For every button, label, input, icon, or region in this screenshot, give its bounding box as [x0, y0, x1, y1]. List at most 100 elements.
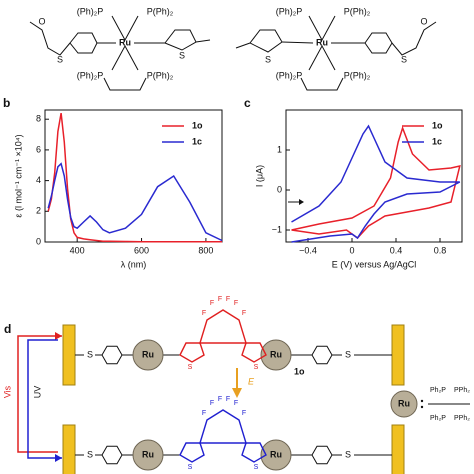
y-axis-label: I (μA)	[254, 165, 264, 187]
y-tick-label: 1	[277, 144, 282, 154]
bond	[29, 21, 71, 56]
atom-label: S	[265, 54, 271, 64]
atom-label: S	[87, 449, 93, 459]
atom-label: Ru	[316, 37, 328, 47]
arrowhead	[299, 199, 304, 205]
panel-a-labels: (Ph)₂P P(Ph)₂ Ru (Ph)₂P P(Ph)₂ S S (Ph)₂…	[38, 6, 427, 80]
gold-electrode	[391, 324, 405, 386]
colon-dot	[420, 399, 424, 403]
y-tick-label: −1	[272, 224, 282, 234]
atom-label: O	[420, 16, 427, 26]
arrowhead	[55, 332, 62, 340]
ru-ball	[132, 439, 164, 471]
y-tick-label: 2	[36, 206, 41, 216]
atom-label: F	[234, 300, 238, 307]
ru-label: Ru	[142, 349, 154, 359]
panel-label: b	[3, 96, 10, 110]
cyclopentene	[199, 409, 247, 444]
atom-label: (Ph)₂P	[276, 6, 303, 16]
bond	[308, 44, 336, 71]
bond	[111, 44, 139, 71]
x-tick-label: 600	[134, 245, 149, 255]
thiophene	[179, 442, 205, 463]
gold-electrode	[391, 424, 405, 474]
y-tick-label: 0	[277, 184, 282, 194]
ru-ball	[260, 439, 292, 471]
atom-label: F	[218, 396, 222, 403]
vis-arrow	[17, 335, 62, 453]
atom-label: F	[226, 396, 230, 403]
methyl	[195, 39, 211, 43]
atom-label: (Ph)₂P	[77, 70, 104, 80]
x-axis-label: λ (nm)	[121, 259, 147, 269]
benzene	[69, 32, 98, 54]
atom-label: Ph₂P	[430, 415, 446, 422]
bond	[308, 15, 336, 42]
ru-label: Ru	[142, 449, 154, 459]
atom-label: P(Ph)₂	[344, 70, 371, 80]
arrowhead	[55, 454, 62, 462]
legend-label: 1o	[192, 120, 203, 130]
benzene	[311, 345, 333, 365]
benzene	[101, 445, 123, 465]
y-tick-label: 0	[36, 236, 41, 246]
x-axis-label: E (V) versus Ag/AgCl	[332, 259, 417, 269]
atom-label: S	[254, 464, 259, 471]
thiophene	[179, 342, 205, 363]
x-tick-label: 0.4	[390, 245, 403, 255]
atom-label: O	[38, 16, 45, 26]
atom-label: S	[254, 364, 259, 371]
x-tick-label: 0	[349, 245, 354, 255]
bond	[103, 77, 147, 91]
ru-label: Ru	[270, 449, 282, 459]
atom-label: (Ph)₂P	[77, 6, 104, 16]
atom-label: F	[242, 310, 246, 317]
atom-label: PPh₂	[454, 415, 470, 422]
benzene	[311, 445, 333, 465]
uv-label: UV	[32, 386, 42, 399]
panel-a-structure	[29, 15, 437, 91]
atom-label: S	[57, 54, 63, 64]
atom-label: F	[242, 410, 246, 417]
bond	[391, 21, 437, 56]
x-tick-label: 0.8	[434, 245, 447, 255]
panel-label: d	[4, 322, 11, 336]
y-tick-label: 8	[36, 114, 41, 124]
colon-dot	[420, 405, 424, 409]
atom-label: Ph₂P	[430, 387, 446, 394]
atom-label: F	[202, 410, 206, 417]
thiophene	[164, 29, 197, 51]
uv-arrow	[27, 339, 62, 459]
atom-label: F	[234, 400, 238, 407]
chart: b 400 600 800 0 2 4 6 8 λ (nm) ε (l mol⁻¹ cm⁻¹ ×10…	[3, 96, 223, 269]
legend-label: 1o	[432, 120, 443, 130]
atom-label: S	[345, 349, 351, 359]
atom-label: F	[218, 296, 222, 303]
y-tick-label: 4	[36, 175, 41, 185]
atom-label: S	[188, 464, 193, 471]
ru-label: Ru	[398, 398, 410, 408]
atom-label: P(Ph)₂	[344, 6, 371, 16]
atom-label: PPh₂	[454, 387, 470, 394]
cyclopentene	[199, 309, 247, 344]
x-tick-label: 800	[198, 245, 213, 255]
panel-label: c	[244, 96, 251, 110]
arrowhead	[232, 388, 242, 398]
y-tick-label: 6	[36, 144, 41, 154]
e-label: E	[248, 376, 255, 386]
vis-label: Vis	[2, 385, 12, 398]
series-line	[47, 162, 223, 242]
compound-label: 1o	[294, 366, 305, 376]
bond	[300, 77, 344, 91]
ru-key: Ru Ph₂P PPh₂ Ph₂P PPh₂	[390, 387, 470, 422]
atom-label: P(Ph)₂	[147, 6, 174, 16]
plot-frame	[285, 109, 463, 243]
ru-ball	[390, 390, 418, 418]
benzene	[364, 32, 393, 54]
series-line	[47, 112, 222, 243]
atom-label: S	[345, 449, 351, 459]
